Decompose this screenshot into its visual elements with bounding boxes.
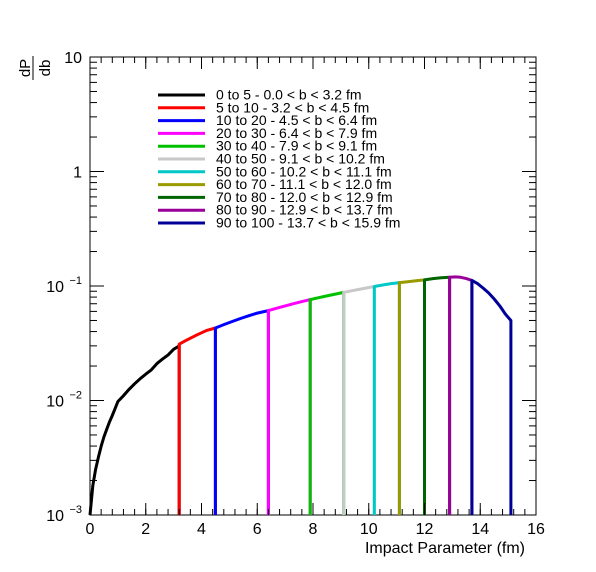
y-tick-label: 10 (46, 508, 64, 525)
series-line (397, 278, 426, 515)
x-tick-label: 6 (253, 521, 262, 538)
y-axis-label-numerator: dP (17, 59, 34, 77)
series-line (213, 309, 270, 515)
series-line (423, 275, 452, 515)
x-tick-label: 8 (309, 521, 318, 538)
y-tick-label: 10 (46, 279, 64, 296)
x-axis: 0 2 4 6 8 10 12 14 16 (86, 57, 545, 538)
series-line (266, 298, 312, 515)
x-tick-label: 2 (141, 521, 150, 538)
x-tick-label: 4 (197, 521, 206, 538)
y-axis-label: dP db (17, 56, 54, 80)
series-line (342, 285, 376, 515)
x-tick-label: 10 (360, 521, 378, 538)
legend-label: 50 to 60 - 10.2 < b < 11.1 fm (216, 163, 392, 179)
series-line (88, 344, 181, 516)
x-axis-label: Impact Parameter (fm) (365, 540, 525, 557)
y-tick-label: 1 (73, 165, 82, 182)
legend-label: 80 to 90 - 12.9 < b < 13.7 fm (216, 202, 393, 218)
y-tick-exponent: −3 (69, 504, 82, 516)
series-line (448, 275, 474, 515)
series-line (372, 281, 401, 515)
legend-label: 40 to 50 - 9.1 < b < 10.2 fm (216, 151, 385, 167)
y-axis: 10 −3 10 −2 10 −1 1 10 (46, 50, 536, 525)
series-layer (88, 275, 513, 516)
legend-label: 30 to 40 - 7.9 < b < 9.1 fm (216, 138, 377, 154)
legend-label: 60 to 70 - 11.1 < b < 12.0 fm (216, 176, 392, 192)
legend: 0 to 5 - 0.0 < b < 3.2 fm5 to 10 - 3.2 <… (158, 87, 400, 231)
series-line (308, 290, 346, 515)
x-tick-label: 14 (471, 521, 489, 538)
y-axis-label-denominator: db (37, 60, 54, 77)
y-tick-label: 10 (64, 50, 82, 67)
legend-label: 70 to 80 - 12.0 < b < 12.9 fm (216, 189, 393, 205)
legend-label: 5 to 10 - 3.2 < b < 4.5 fm (216, 99, 369, 115)
y-tick-exponent: −2 (69, 390, 82, 402)
series-line (177, 326, 217, 515)
x-tick-label: 12 (416, 521, 434, 538)
legend-label: 0 to 5 - 0.0 < b < 3.2 fm (216, 87, 362, 103)
legend-label: 90 to 100 - 13.7 < b < 15.9 fm (216, 215, 400, 231)
x-tick-label: 16 (527, 521, 545, 538)
y-tick-label: 10 (46, 394, 64, 411)
x-tick-label: 0 (86, 521, 95, 538)
y-tick-exponent: −1 (69, 275, 82, 287)
series-line (470, 278, 513, 515)
legend-label: 20 to 30 - 6.4 < b < 7.9 fm (216, 125, 377, 141)
legend-label: 10 to 20 - 4.5 < b < 6.4 fm (216, 112, 377, 128)
